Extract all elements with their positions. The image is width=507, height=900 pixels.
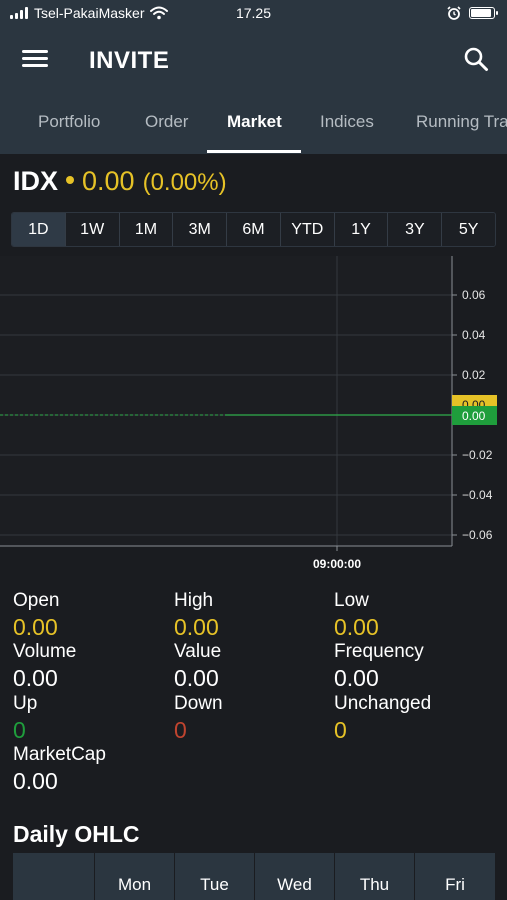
stat-open: Open 0.00 bbox=[13, 590, 59, 641]
stat-value-traded: Value 0.00 bbox=[174, 641, 221, 692]
ohlc-header-mon: Mon bbox=[95, 853, 175, 900]
ohlc-header-thu: Thu bbox=[335, 853, 415, 900]
stat-value: 0 bbox=[13, 717, 26, 743]
ohlc-header-wed: Wed bbox=[255, 853, 335, 900]
stat-volume: Volume 0.00 bbox=[13, 641, 76, 692]
stat-down: Down 0 bbox=[174, 693, 223, 744]
stat-label: Unchanged bbox=[334, 693, 432, 714]
stat-label: High bbox=[174, 590, 214, 611]
battery-icon bbox=[469, 7, 498, 19]
carrier-name: Tsel-PakaiMasker bbox=[34, 5, 145, 21]
status-time: 17.25 bbox=[235, 5, 272, 21]
index-price: 0.00 bbox=[82, 166, 135, 196]
ohlc-header-tue: Tue bbox=[175, 853, 255, 900]
stat-frequency: Frequency 0.00 bbox=[334, 641, 424, 692]
stat-high: High 0.00 bbox=[174, 590, 219, 641]
app-title: INVITE bbox=[89, 47, 170, 74]
range-5y[interactable]: 5Y bbox=[442, 213, 495, 246]
daily-ohlc-title: Daily OHLC bbox=[13, 821, 140, 847]
stat-label: Down bbox=[174, 693, 223, 714]
stat-label: Low bbox=[334, 590, 369, 611]
y-tick-label: −0.02 bbox=[462, 448, 493, 462]
status-bar-right bbox=[447, 6, 498, 20]
stat-label: Frequency bbox=[334, 641, 424, 662]
plot-area bbox=[0, 256, 452, 546]
range-3m[interactable]: 3M bbox=[173, 213, 228, 246]
stat-value: 0.00 bbox=[174, 614, 219, 640]
range-1m[interactable]: 1M bbox=[119, 213, 174, 246]
tab-market[interactable]: Market bbox=[227, 112, 282, 131]
tab-portfolio[interactable]: Portfolio bbox=[38, 112, 101, 131]
stat-value: 0.00 bbox=[334, 614, 379, 640]
stat-value: 0 bbox=[334, 717, 347, 743]
status-bar-left: Tsel-PakaiMasker bbox=[10, 5, 169, 21]
ohlc-header-blank bbox=[13, 853, 95, 900]
stat-label: Volume bbox=[13, 641, 77, 662]
stat-up: Up 0 bbox=[13, 693, 37, 744]
range-ytd[interactable]: YTD bbox=[280, 213, 335, 246]
status-bar: Tsel-PakaiMasker 17.25 bbox=[0, 0, 507, 28]
y-tick-label: 0.06 bbox=[462, 288, 486, 302]
tab-indices[interactable]: Indices bbox=[320, 112, 374, 131]
range-6m[interactable]: 6M bbox=[227, 213, 281, 246]
range-3y[interactable]: 3Y bbox=[388, 213, 443, 246]
stat-unchanged: Unchanged 0 bbox=[334, 693, 431, 744]
signal-icon bbox=[10, 7, 28, 19]
price-marker-label: 0.00 bbox=[462, 409, 486, 423]
y-tick-label: −0.04 bbox=[462, 488, 493, 502]
stat-label: Up bbox=[13, 693, 38, 714]
stat-value: 0.00 bbox=[174, 665, 219, 691]
time-range-selector: 1D 1W 1M 3M 6M YTD 1Y 3Y 5Y bbox=[11, 212, 496, 247]
wifi-icon bbox=[150, 6, 169, 20]
y-tick-label: 0.02 bbox=[462, 368, 486, 382]
stat-label: MarketCap bbox=[13, 744, 106, 765]
hamburger-menu-icon[interactable] bbox=[22, 50, 48, 70]
stat-value: 0.00 bbox=[13, 665, 58, 691]
app-bar: INVITE bbox=[0, 28, 507, 92]
stat-label: Open bbox=[13, 590, 60, 611]
stat-label: Value bbox=[174, 641, 222, 662]
tab-order[interactable]: Order bbox=[145, 112, 189, 131]
index-name: IDX bbox=[13, 166, 59, 196]
stat-low: Low 0.00 bbox=[334, 590, 379, 641]
stat-value: 0.00 bbox=[334, 665, 379, 691]
tab-running-trade[interactable]: Running Tra bbox=[416, 112, 507, 131]
tab-bar: Portfolio Order Market Indices Running T… bbox=[0, 92, 507, 154]
status-dot-icon bbox=[66, 176, 75, 184]
y-tick-label: −0.06 bbox=[462, 528, 493, 542]
ohlc-header-fri: Fri bbox=[445, 875, 465, 894]
search-icon[interactable] bbox=[463, 46, 489, 72]
range-1w[interactable]: 1W bbox=[65, 213, 120, 246]
alarm-icon bbox=[447, 6, 461, 20]
stat-marketcap: MarketCap 0.00 bbox=[13, 744, 106, 795]
price-chart[interactable]: 0.060.040.020.00−0.02−0.04−0.0609:00:000… bbox=[0, 256, 507, 576]
active-tab-indicator bbox=[207, 150, 301, 153]
range-1d[interactable]: 1D bbox=[12, 213, 66, 246]
range-1y[interactable]: 1Y bbox=[334, 213, 389, 246]
stat-value: 0.00 bbox=[13, 614, 58, 640]
price-marker-green bbox=[452, 406, 497, 425]
index-header: IDX 0.00 (0.00%) bbox=[13, 166, 227, 197]
stat-value: 0 bbox=[174, 717, 187, 743]
index-change: (0.00%) bbox=[142, 169, 227, 196]
battery-level bbox=[471, 9, 491, 17]
stat-value: 0.00 bbox=[13, 768, 58, 794]
x-tick-label: 09:00:00 bbox=[313, 557, 361, 571]
daily-ohlc-table-header: Mon Tue Wed Thu Fri bbox=[13, 853, 495, 900]
y-tick-label: 0.04 bbox=[462, 328, 486, 342]
